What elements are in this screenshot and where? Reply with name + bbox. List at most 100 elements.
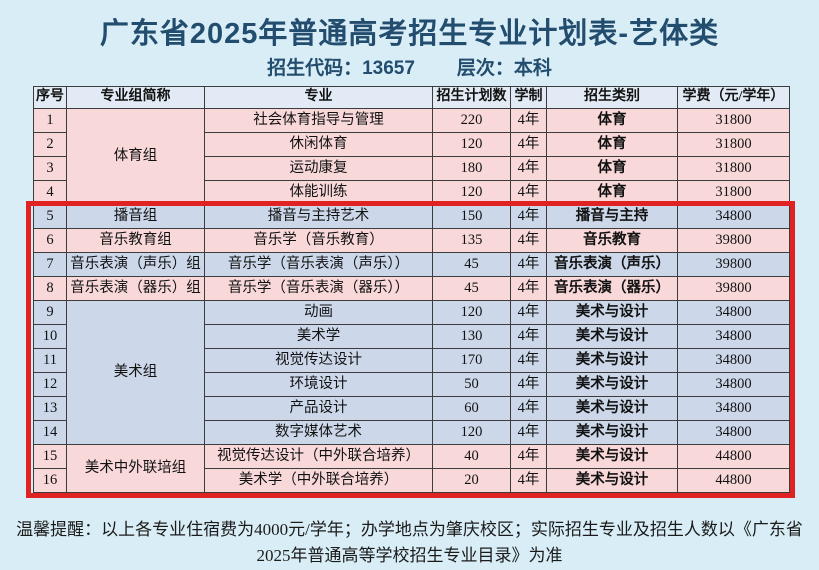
cell-tuition: 31800 (677, 180, 790, 205)
cell-category: 播音与主持 (546, 204, 678, 229)
table-row: 9 美术组 动画 120 4年 美术与设计 34800 (33, 300, 790, 445)
header-category: 招生类别 (546, 86, 678, 109)
cell-plan-count: 40 (432, 444, 511, 469)
cell-tuition: 34800 (677, 204, 790, 229)
cell-major: 音乐学（音乐表演（声乐）） (204, 252, 433, 277)
cell-tuition: 34800 (677, 396, 790, 421)
cell-plan-count: 50 (432, 372, 511, 397)
cell-major: 音乐学（音乐表演（器乐）） (204, 276, 433, 301)
cell-group-name: 体育组 (66, 108, 205, 205)
cell-major: 数字媒体艺术 (204, 420, 433, 445)
cell-row-number: 11 (33, 348, 67, 373)
table-row: 6 音乐教育组 音乐学（音乐教育） 135 4年 音乐教育 39800 (33, 228, 790, 253)
cell-row-number: 13 (33, 396, 67, 421)
cell-plan-count: 170 (432, 348, 511, 373)
cell-plan-count: 120 (432, 300, 511, 325)
cell-row-number: 14 (33, 420, 67, 445)
cell-major: 播音与主持艺术 (204, 204, 433, 229)
cell-category: 美术与设计 (546, 468, 678, 493)
table-body: 1 体育组 社会体育指导与管理 220 4年 体育 31800 2 休闲体育 120 4年 体育 318… (33, 108, 790, 493)
cell-tuition: 34800 (677, 300, 790, 325)
header-row-number: 序号 (33, 86, 67, 109)
cell-plan-count: 45 (432, 276, 511, 301)
cell-duration: 4年 (510, 324, 547, 349)
cell-major: 环境设计 (204, 372, 433, 397)
cell-major: 动画 (204, 300, 433, 325)
cell-duration: 4年 (510, 420, 547, 445)
cell-category: 体育 (546, 180, 678, 205)
cell-group-name: 音乐表演（声乐）组 (66, 252, 205, 277)
cell-plan-count: 120 (432, 420, 511, 445)
cell-category: 美术与设计 (546, 444, 678, 469)
cell-category: 体育 (546, 132, 678, 157)
cell-tuition: 44800 (677, 444, 790, 469)
table-row: 13 产品设计 60 4年 美术与设计 34800 (33, 396, 790, 421)
cell-category: 音乐表演（器乐） (546, 276, 678, 301)
cell-category: 美术与设计 (546, 420, 678, 445)
cell-duration: 4年 (510, 156, 547, 181)
cell-row-number: 9 (33, 300, 67, 325)
cell-duration: 4年 (510, 204, 547, 229)
table-row: 2 休闲体育 120 4年 体育 31800 (33, 132, 790, 157)
cell-group-name: 音乐表演（器乐）组 (66, 276, 205, 301)
header-major: 专业 (204, 86, 433, 109)
table-row: 8 音乐表演（器乐）组 音乐学（音乐表演（器乐）） 45 4年 音乐表演（器乐） 39800 (33, 276, 790, 301)
cell-major: 音乐学（音乐教育） (204, 228, 433, 253)
footer-note: 温馨提醒：以上各专业住宿费为4000元/学年；办学地点为肇庆校区；实际招生专业及… (0, 517, 819, 568)
cell-major: 体能训练 (204, 180, 433, 205)
cell-plan-count: 150 (432, 204, 511, 229)
cell-duration: 4年 (510, 228, 547, 253)
cell-plan-count: 130 (432, 324, 511, 349)
cell-row-number: 2 (33, 132, 67, 157)
cell-row-number: 7 (33, 252, 67, 277)
cell-row-number: 6 (33, 228, 67, 253)
table-row: 4 体能训练 120 4年 体育 31800 (33, 180, 790, 205)
cell-major: 社会体育指导与管理 (204, 108, 433, 133)
cell-tuition: 34800 (677, 372, 790, 397)
table-row: 11 视觉传达设计 170 4年 美术与设计 34800 (33, 348, 790, 373)
cell-row-number: 16 (33, 468, 67, 493)
cell-tuition: 34800 (677, 324, 790, 349)
cell-category: 体育 (546, 156, 678, 181)
cell-duration: 4年 (510, 108, 547, 133)
cell-major: 视觉传达设计（中外联合培养） (204, 444, 433, 469)
cell-category: 美术与设计 (546, 324, 678, 349)
cell-group-name: 美术组 (66, 300, 205, 445)
cell-duration: 4年 (510, 252, 547, 277)
subtitle: 招生代码：13657 层次：本科 (0, 53, 819, 80)
footer-line-2: 2025年普通高等学校招生专业目录》为准 (256, 545, 563, 565)
cell-row-number: 1 (33, 108, 67, 133)
cell-plan-count: 60 (432, 396, 511, 421)
cell-row-number: 4 (33, 180, 67, 205)
cell-plan-count: 45 (432, 252, 511, 277)
cell-group-name: 音乐教育组 (66, 228, 205, 253)
admission-code: 招生代码：13657 (267, 58, 415, 79)
cell-major: 视觉传达设计 (204, 348, 433, 373)
table-row: 5 播音组 播音与主持艺术 150 4年 播音与主持 34800 (33, 204, 790, 229)
cell-plan-count: 220 (432, 108, 511, 133)
cell-plan-count: 20 (432, 468, 511, 493)
cell-major: 产品设计 (204, 396, 433, 421)
cell-plan-count: 180 (432, 156, 511, 181)
cell-tuition: 44800 (677, 468, 790, 493)
cell-plan-count: 120 (432, 180, 511, 205)
table-row: 16 美术学（中外联合培养） 20 4年 美术与设计 44800 (33, 468, 790, 493)
cell-duration: 4年 (510, 276, 547, 301)
cell-row-number: 5 (33, 204, 67, 229)
cell-tuition: 39800 (677, 252, 790, 277)
cell-tuition: 39800 (677, 276, 790, 301)
cell-category: 体育 (546, 108, 678, 133)
cell-tuition: 31800 (677, 156, 790, 181)
cell-category: 美术与设计 (546, 348, 678, 373)
cell-category: 美术与设计 (546, 396, 678, 421)
table-row: 12 环境设计 50 4年 美术与设计 34800 (33, 372, 790, 397)
footer-line-1: 温馨提醒：以上各专业住宿费为4000元/学年；办学地点为肇庆校区；实际招生专业及… (16, 520, 803, 539)
header-group-name: 专业组简称 (66, 86, 205, 109)
cell-tuition: 34800 (677, 420, 790, 445)
cell-duration: 4年 (510, 396, 547, 421)
cell-tuition: 31800 (677, 132, 790, 157)
cell-category: 美术与设计 (546, 300, 678, 325)
cell-category: 美术与设计 (546, 372, 678, 397)
table-row: 1 体育组 社会体育指导与管理 220 4年 体育 31800 (33, 108, 790, 205)
